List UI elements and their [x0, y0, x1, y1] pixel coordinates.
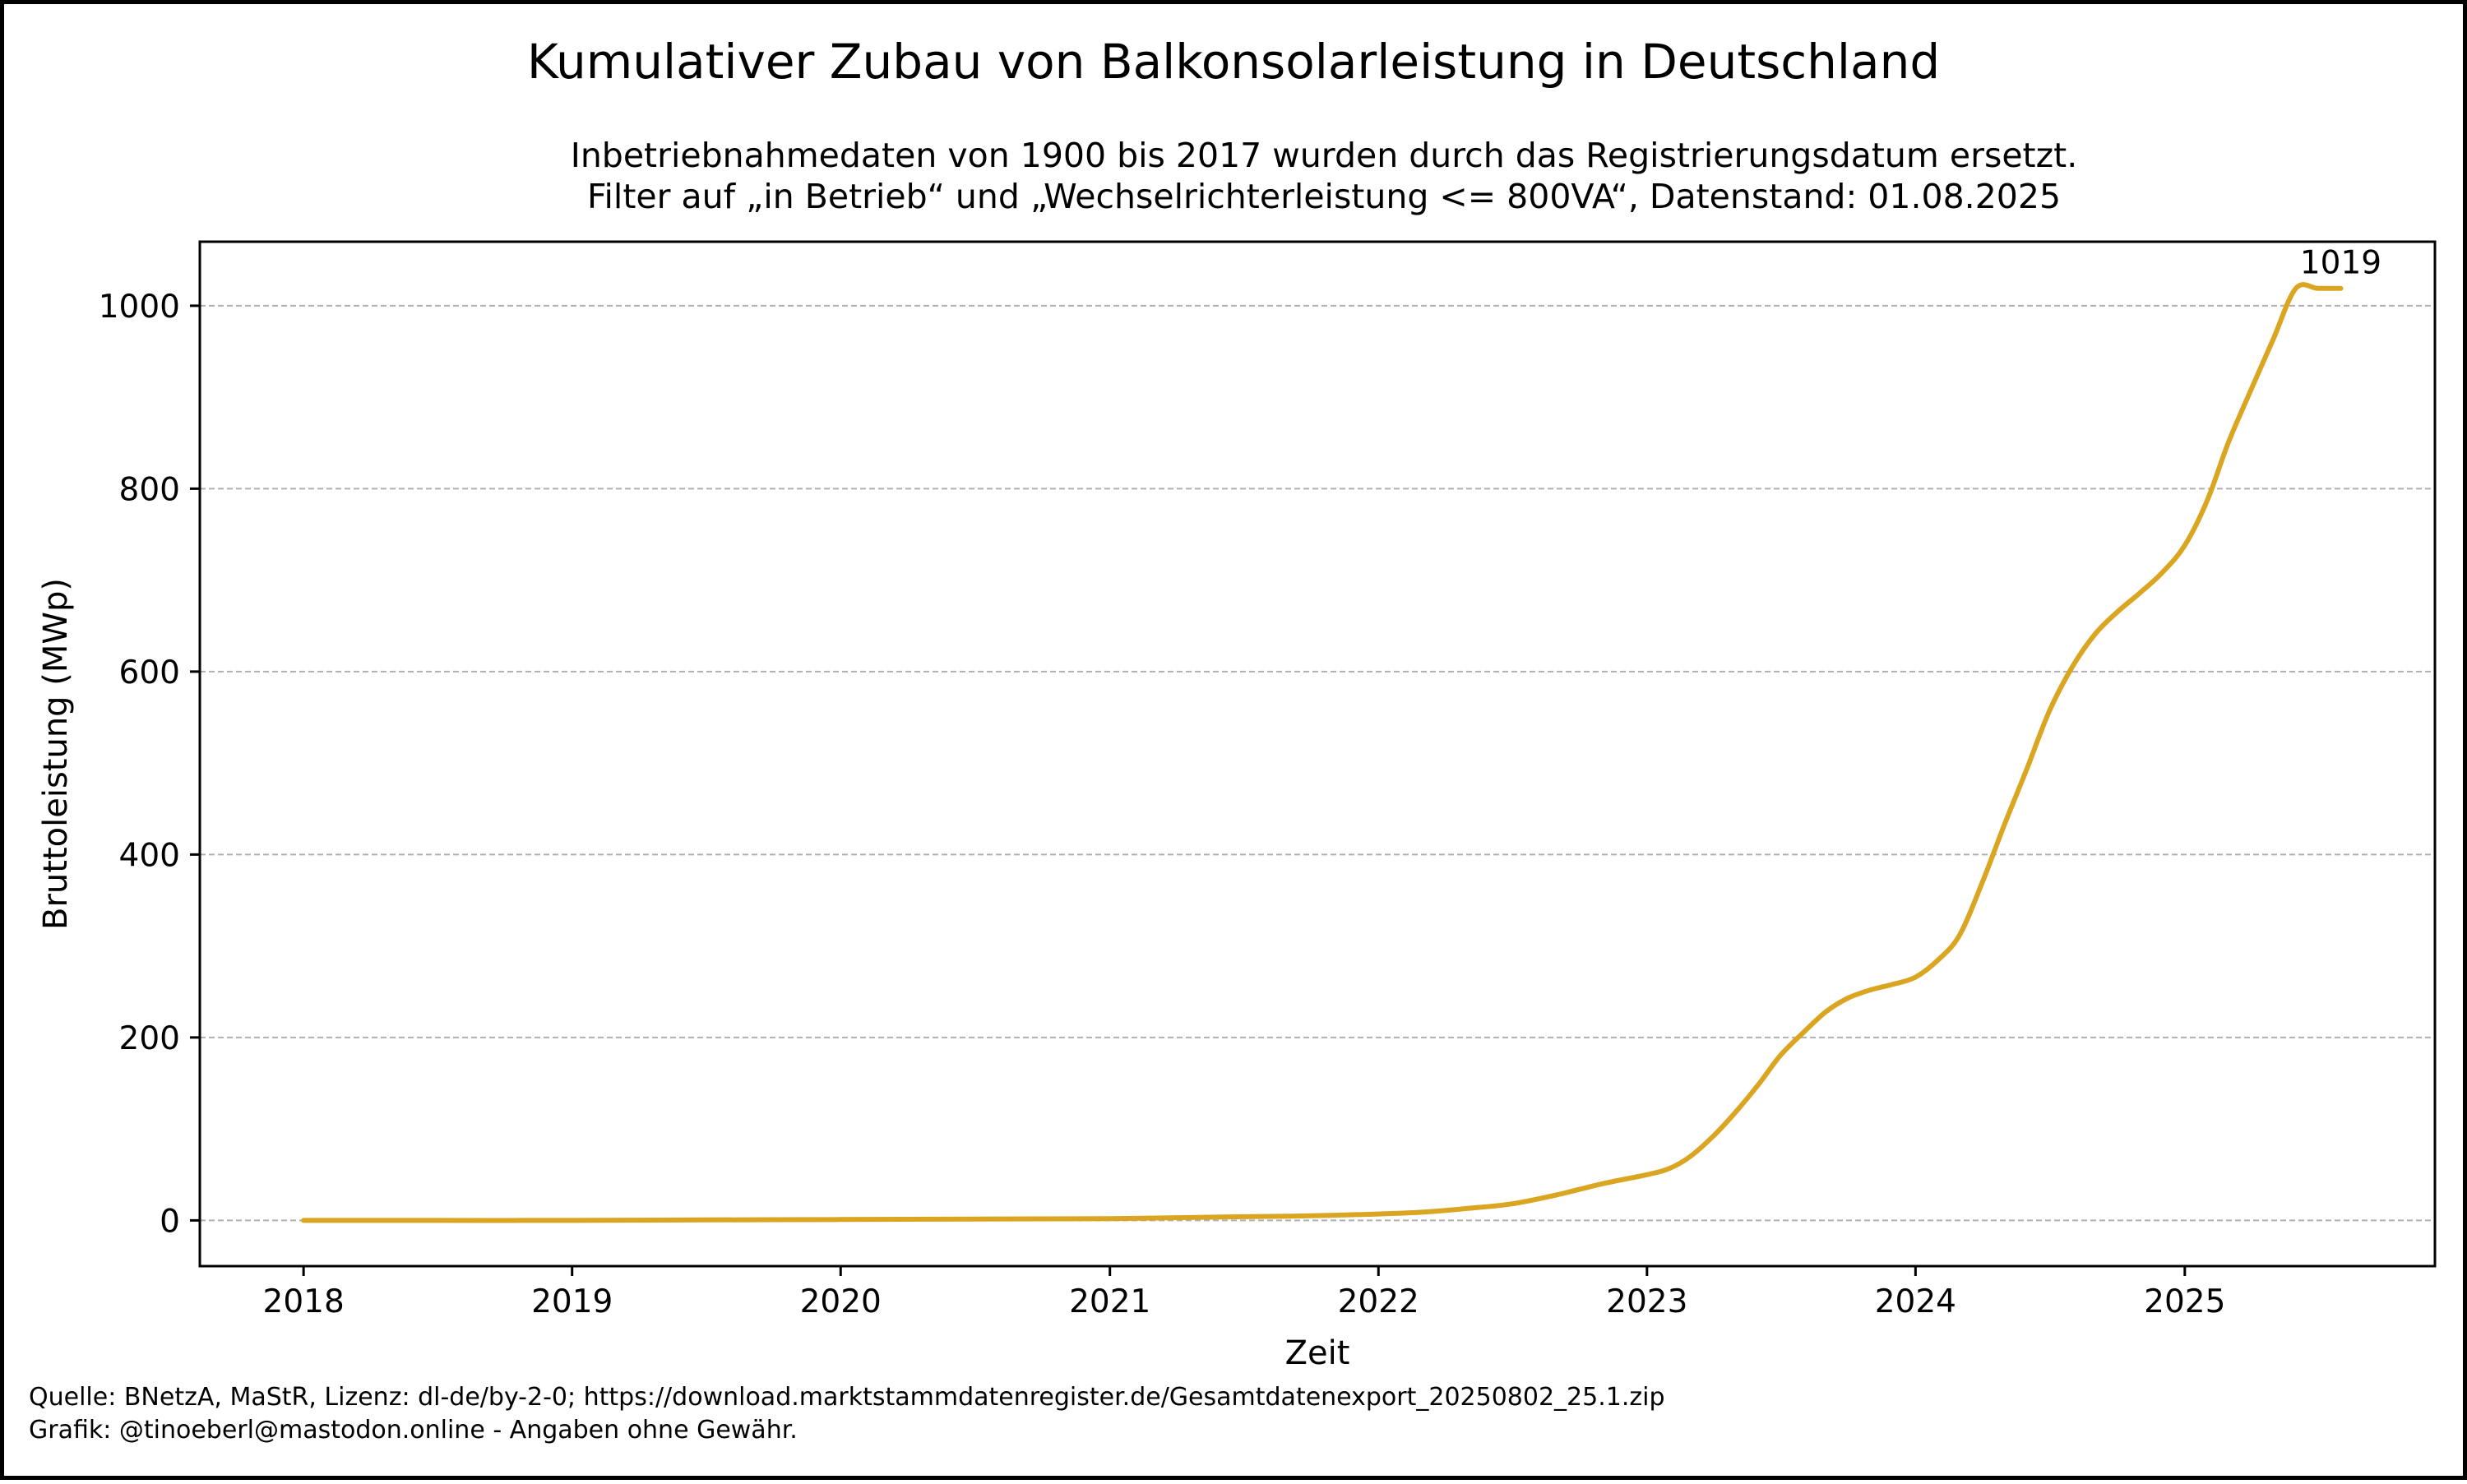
x-axis: 2018 2019 2020 2021 2022 2023 2024 2025 — [263, 1266, 2225, 1320]
x-tick-label: 2024 — [1875, 1283, 1956, 1320]
chart-subtitle-line-2: Filter auf „in Betrieb“ und „Wechselrich… — [586, 177, 2062, 216]
y-axis: 0 200 400 600 800 1000 — [99, 289, 200, 1240]
series-line-cumulative-power — [301, 282, 2344, 1223]
x-tick-label: 2020 — [800, 1283, 882, 1320]
y-tick-label: 1000 — [99, 289, 180, 326]
y-tick-label: 600 — [119, 654, 180, 691]
chart-subtitle-line-1: Inbetriebnahmedaten von 1900 bis 2017 wu… — [570, 136, 2078, 175]
y-tick-label: 0 — [160, 1203, 180, 1240]
plot-area-frame — [198, 240, 2437, 1268]
x-tick-label: 2018 — [263, 1283, 345, 1320]
end-value-label: 1019 — [2300, 245, 2381, 282]
x-tick-label: 2019 — [531, 1283, 613, 1320]
y-tick-label: 400 — [119, 837, 180, 874]
x-tick-label: 2021 — [1069, 1283, 1150, 1320]
x-tick-label: 2022 — [1338, 1283, 1419, 1320]
x-tick-label: 2023 — [1606, 1283, 1687, 1320]
x-axis-label: Zeit — [1285, 1334, 1350, 1372]
credit-note: Grafik: @tinoeberl@mastodon.online - Ang… — [29, 1416, 798, 1445]
y-tick-label: 200 — [119, 1020, 180, 1057]
x-tick-label: 2025 — [2144, 1283, 2225, 1320]
source-note: Quelle: BNetzA, MaStR, Lizenz: dl-de/by-… — [29, 1383, 1665, 1412]
line-chart: 2018 2019 2020 2021 2022 2023 2024 2025 0 200 400… — [37, 240, 2437, 1372]
gridlines — [200, 304, 2435, 1222]
chart-title: Kumulativer Zubau von Balkonsolarleistun… — [526, 34, 1941, 90]
y-axis-label: Bruttoleistung (MWp) — [37, 578, 75, 930]
y-tick-label: 800 — [119, 471, 180, 508]
